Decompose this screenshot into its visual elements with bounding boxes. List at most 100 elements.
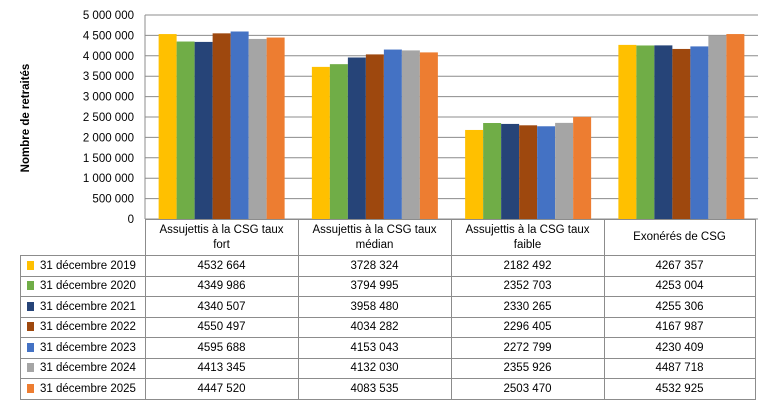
table-cell: 4487 718	[603, 357, 756, 379]
table-cell: 3728 324	[297, 255, 452, 277]
bar	[365, 54, 384, 220]
table-row: 31 décembre 2023 4595 688 4153 043 2272 799…	[20, 337, 756, 359]
bar	[230, 31, 249, 220]
legend-swatch	[27, 342, 34, 352]
legend-label: 31 décembre 2023	[40, 341, 136, 354]
bar	[501, 123, 520, 219]
legend-swatch	[27, 301, 34, 311]
y-tick-label: 1 000 000	[83, 173, 134, 185]
bar	[248, 38, 267, 220]
category-header: Assujettis à la CSG taux fort	[144, 219, 299, 256]
bar	[618, 44, 637, 220]
y-tick-label: 4 000 000	[83, 51, 134, 63]
table-cell: 4267 357	[603, 255, 756, 277]
bar	[636, 45, 655, 220]
bar	[537, 126, 556, 219]
table-row: 31 décembre 2024 4413 345 4132 030 2355 926…	[20, 357, 756, 379]
table-cell: 2355 926	[450, 357, 605, 379]
table-row: 31 décembre 2025 4447 520 4083 535 2503 470…	[20, 378, 756, 400]
bar	[347, 57, 366, 219]
legend-entry: 31 décembre 2023	[20, 337, 146, 359]
y-axis-title: Nombre de retraités	[20, 64, 32, 173]
bar	[573, 116, 592, 219]
bar	[726, 34, 745, 220]
bar	[465, 129, 484, 219]
bar	[176, 41, 195, 220]
y-tick-label: 3 000 000	[83, 92, 134, 104]
bar	[519, 125, 538, 219]
legend-entry: 31 décembre 2024	[20, 357, 146, 379]
table-row: 31 décembre 2020 4349 986 3794 995 2352 703…	[20, 275, 756, 297]
y-tick-label: 2 000 000	[83, 132, 134, 144]
legend-swatch	[27, 281, 34, 291]
data-table: Assujettis à la CSG taux fort Assujettis …	[20, 219, 756, 400]
y-tick-label: 2 500 000	[83, 112, 134, 124]
bar	[158, 34, 177, 220]
table-cell: 4132 030	[297, 357, 452, 379]
y-tick-label: 5 000 000	[83, 10, 134, 22]
table-cell: 2272 799	[450, 337, 605, 359]
bar	[311, 66, 330, 219]
table-cell: 4595 688	[144, 337, 299, 359]
y-tick-label: 3 500 000	[83, 71, 134, 83]
legend-swatch	[27, 260, 34, 270]
category-header: Assujettis à la CSG taux médian	[297, 219, 452, 256]
legend-label: 31 décembre 2024	[40, 362, 136, 375]
legend-label: 31 décembre 2019	[40, 259, 136, 272]
table-cell: 4413 345	[144, 357, 299, 379]
table-cell: 2330 265	[450, 296, 605, 318]
legend-label: 31 décembre 2020	[40, 280, 136, 293]
bar	[329, 64, 348, 219]
legend-swatch	[27, 363, 34, 373]
legend-entry: 31 décembre 2019	[20, 255, 146, 277]
table-cell: 4230 409	[603, 337, 756, 359]
bar	[266, 37, 285, 219]
table-cell: 4340 507	[144, 296, 299, 318]
table-cell: 3958 480	[297, 296, 452, 318]
legend-label: 31 décembre 2022	[40, 321, 136, 334]
bar	[708, 35, 727, 219]
y-tick-label: 500 000	[92, 194, 134, 206]
table-cell: 2352 703	[450, 275, 605, 297]
legend-entry: 31 décembre 2022	[20, 316, 146, 338]
table-cell: 3794 995	[297, 275, 452, 297]
table-cell: 4253 004	[603, 275, 756, 297]
table-cell: 4255 306	[603, 296, 756, 318]
legend-entry: 31 décembre 2020	[20, 275, 146, 297]
table-corner	[20, 219, 146, 256]
legend-swatch	[27, 383, 34, 393]
bar	[555, 122, 574, 219]
bar	[483, 123, 502, 219]
legend-swatch	[27, 322, 34, 332]
bar	[654, 45, 673, 219]
table-row: 31 décembre 2022 4550 497 4034 282 2296 405…	[20, 316, 756, 338]
bar	[419, 52, 438, 220]
table-cell: 4034 282	[297, 316, 452, 338]
bar	[383, 49, 402, 219]
bar	[194, 41, 213, 219]
category-header: Assujettis à la CSG taux faible	[450, 219, 605, 256]
legend-label: 31 décembre 2025	[40, 382, 136, 395]
bar	[401, 50, 420, 219]
table-cell: 4550 497	[144, 316, 299, 338]
bar	[672, 48, 691, 219]
legend-label: 31 décembre 2021	[40, 300, 136, 313]
table-cell: 4532 925	[603, 378, 756, 400]
table-cell: 4167 987	[603, 316, 756, 338]
bar	[690, 46, 709, 220]
table-cell: 2296 405	[450, 316, 605, 338]
table-row: 31 décembre 2019 4532 664 3728 324 2182 492…	[20, 255, 756, 277]
legend-entry: 31 décembre 2025	[20, 378, 146, 400]
table-cell: 2503 470	[450, 378, 605, 400]
table-cell: 2182 492	[450, 255, 605, 277]
table-row: 31 décembre 2021 4340 507 3958 480 2330 265…	[20, 296, 756, 318]
table-cell: 4153 043	[297, 337, 452, 359]
legend-entry: 31 décembre 2021	[20, 296, 146, 318]
table-cell: 4083 535	[297, 378, 452, 400]
y-tick-label: 4 500 000	[83, 30, 134, 42]
table-cell: 4349 986	[144, 275, 299, 297]
table-cell: 4532 664	[144, 255, 299, 277]
category-header: Exonérés de CSG	[603, 219, 756, 256]
y-tick-label: 1 500 000	[83, 153, 134, 165]
